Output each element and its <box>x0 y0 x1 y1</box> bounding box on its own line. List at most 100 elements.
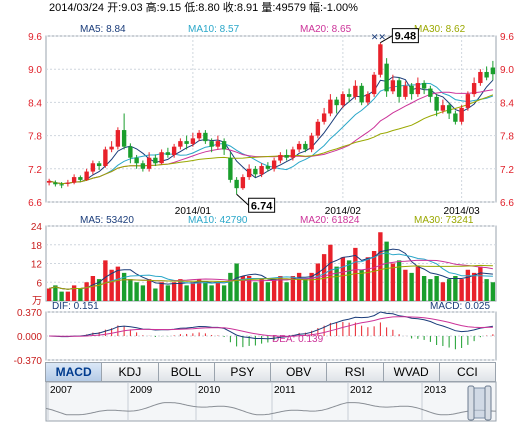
candle-body <box>146 157 152 169</box>
candle-body <box>65 182 71 184</box>
volume-bar <box>490 282 496 301</box>
volume-bar <box>196 279 202 301</box>
low-label: 低 <box>184 2 196 14</box>
overview-year-label: 2009 <box>130 385 153 396</box>
price-tick-right: 7.8 <box>500 132 514 143</box>
volume-bar <box>278 276 283 301</box>
change-label: 幅 <box>309 2 321 14</box>
candle-body <box>290 149 296 158</box>
overview-year-label: 2010 <box>198 385 221 396</box>
candle-body <box>296 143 302 150</box>
volume-bar <box>190 282 196 301</box>
candle-body <box>284 154 289 158</box>
macd-label: DEA: 0.139 <box>272 334 324 345</box>
date-tick-label: 2014/03 <box>444 206 481 217</box>
volume-bar <box>134 282 139 301</box>
date-tick-label: 2014/02 <box>325 206 362 217</box>
price-tick-left: 7.2 <box>28 165 42 176</box>
low-value: 8.80 <box>198 2 220 14</box>
candle-body <box>396 80 402 97</box>
candle-body <box>215 141 221 147</box>
volume-bar <box>96 279 102 301</box>
candle-body <box>478 71 483 84</box>
volume-bar <box>309 272 314 301</box>
volume-bar <box>284 282 289 301</box>
candle-body <box>428 88 433 97</box>
candle-body <box>196 132 202 139</box>
volume-tick: 12 <box>31 260 43 271</box>
volume-tick: 6 <box>36 278 42 289</box>
tab-cci[interactable]: CCI <box>438 362 496 382</box>
overview-handle-left[interactable] <box>467 385 475 421</box>
volume-bar <box>65 291 71 301</box>
candle-body <box>96 163 102 167</box>
price-tick-right: 7.2 <box>500 165 514 176</box>
open-label: 开 <box>107 2 119 14</box>
candle-body <box>471 83 477 95</box>
candle-body <box>365 94 371 103</box>
volume-bar <box>84 282 89 301</box>
volume-bar <box>215 282 221 301</box>
volume-bar <box>396 260 402 301</box>
candle-body <box>465 94 471 108</box>
tab-macd[interactable]: MACD <box>45 362 103 382</box>
volume-bar <box>71 285 77 301</box>
overview-handle-right[interactable] <box>484 385 492 421</box>
candle-body <box>203 132 208 142</box>
volume-bar <box>115 266 121 301</box>
candle-body <box>328 99 333 114</box>
candle-body <box>440 105 446 111</box>
volume-unit-label: 万 <box>32 296 42 307</box>
candle-body <box>259 166 264 175</box>
volume-bar <box>240 276 246 301</box>
tab-rsi[interactable]: RSI <box>326 362 384 382</box>
volume-bar <box>340 257 346 301</box>
volume-bar <box>421 276 427 301</box>
candle-body <box>490 67 496 75</box>
volume-bar <box>321 254 327 301</box>
close-value: 8.91 <box>236 2 259 14</box>
overview-year-label: 2012 <box>350 385 373 396</box>
tab-obv[interactable]: OBV <box>270 362 328 382</box>
tab-psy[interactable]: PSY <box>213 362 271 382</box>
volume-bar <box>203 282 208 301</box>
volume-bar <box>146 279 152 301</box>
macd-tick: -0.370 <box>14 356 43 367</box>
volume-bar <box>290 276 296 301</box>
price-ma-label: MA20: 8.65 <box>300 24 352 35</box>
volume-bar <box>403 269 408 301</box>
candle-body <box>403 85 408 97</box>
volume-bar <box>471 272 477 301</box>
overview-panel[interactable] <box>45 381 497 422</box>
volume-bar <box>109 269 114 301</box>
candle-body <box>303 143 308 150</box>
tab-boll[interactable]: BOLL <box>157 362 215 382</box>
candle-body <box>121 130 127 147</box>
candle-body <box>378 44 383 75</box>
volume-bar <box>390 263 396 301</box>
overview-year-label: 2011 <box>274 385 296 396</box>
candle-body <box>228 157 233 180</box>
candle-body <box>90 163 96 172</box>
volume-bar <box>478 266 483 301</box>
candle-body <box>159 152 164 164</box>
candle-body <box>134 157 139 164</box>
candle-body <box>71 177 77 183</box>
low-marker-line <box>236 193 249 206</box>
volume-bar <box>384 241 389 301</box>
date-tick-label: 2014/01 <box>175 206 212 217</box>
open-value: 9.03 <box>121 2 143 14</box>
volume-bar <box>159 282 164 301</box>
high-marker-line <box>380 35 393 44</box>
volume-bar <box>328 244 333 301</box>
volume-bar <box>296 272 302 301</box>
price-panel-frame <box>45 35 497 203</box>
high-label: 高 <box>145 2 157 14</box>
candle-body <box>265 166 271 169</box>
candle-body <box>221 141 227 150</box>
tab-kdj[interactable]: KDJ <box>101 362 159 382</box>
volume-ma-line <box>48 248 493 290</box>
candle-body <box>53 182 58 185</box>
tab-wvad[interactable]: WVAD <box>382 362 440 382</box>
